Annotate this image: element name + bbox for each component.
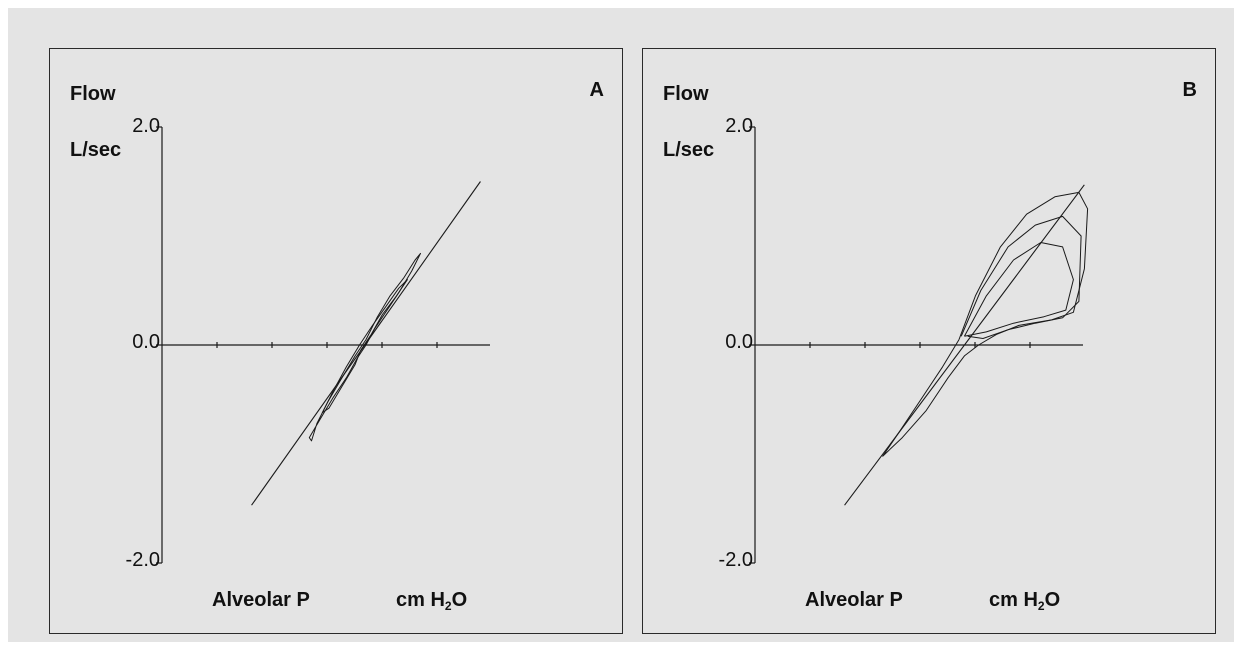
x-axis-unit: cm H2O: [396, 589, 467, 613]
flow-pressure-loop: [963, 242, 1074, 337]
x-axis-label: Alveolar P: [805, 589, 903, 611]
y-tick-label: 2.0: [725, 115, 753, 137]
flow-pressure-loop: [960, 215, 1082, 339]
panel-label: A: [589, 79, 604, 101]
y-axis-label: Flow: [70, 83, 116, 105]
panel-a: Flow L/sec A 2.0 0.0 -2.0 Alveolar P cm …: [49, 48, 623, 634]
figure: Flow L/sec A 2.0 0.0 -2.0 Alveolar P cm …: [8, 8, 1234, 642]
y-tick-label: -2.0: [125, 549, 160, 571]
x-unit-part: O: [451, 589, 468, 611]
flow-pressure-loop: [321, 279, 408, 414]
plot-area-b: [749, 126, 1089, 564]
x-unit-part: cm H: [989, 589, 1038, 611]
x-unit-subscript: 2: [1037, 599, 1045, 613]
panel-b: Flow L/sec B 2.0 0.0 -2.0 Alveolar P cm …: [642, 48, 1216, 634]
y-tick-label: 0.0: [132, 331, 160, 353]
y-axis-unit: L/sec: [70, 139, 122, 161]
y-axis-unit: L/sec: [663, 139, 715, 161]
plot-area-a: [156, 126, 490, 564]
panel-label: B: [1182, 79, 1197, 101]
x-axis-unit: cm H2O: [989, 589, 1060, 613]
flow-pressure-loop: [882, 191, 1089, 457]
x-unit-part: O: [1044, 589, 1061, 611]
x-unit-subscript: 2: [444, 599, 452, 613]
regression-line: [844, 184, 1085, 506]
y-axis-label: Flow: [663, 83, 709, 105]
flow-pressure-loop: [308, 252, 421, 442]
x-unit-part: cm H: [396, 589, 445, 611]
x-axis-label: Alveolar P: [212, 589, 310, 611]
y-tick-label: -2.0: [718, 549, 753, 571]
regression-line: [251, 181, 481, 506]
y-tick-label: 2.0: [132, 115, 160, 137]
y-tick-label: 0.0: [725, 331, 753, 353]
